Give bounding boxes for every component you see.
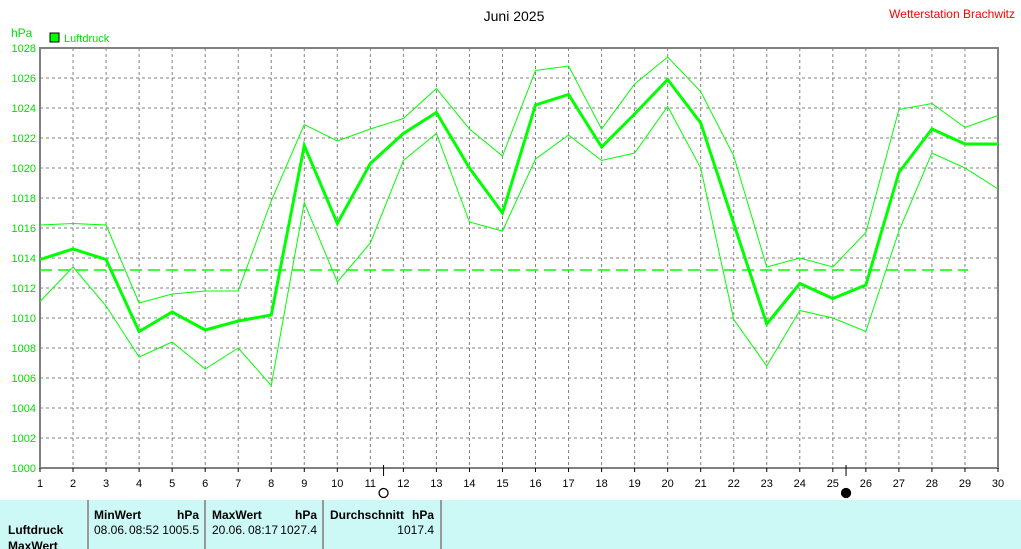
plot-frame: [39, 47, 999, 469]
y-tick-label: 1000: [12, 463, 36, 475]
y-tick-label: 1020: [12, 163, 36, 175]
min-unit: hPa: [176, 508, 199, 522]
max-time: 08:17: [248, 523, 279, 537]
x-tick-label: 15: [496, 478, 508, 490]
row-labels: Luftdruck MaxWert: [0, 500, 89, 549]
x-tick-label: 16: [529, 478, 541, 490]
x-tick-label: 25: [827, 478, 839, 490]
x-tick-label: 3: [103, 478, 109, 490]
x-tick-label: 2: [70, 478, 76, 490]
x-tick-label: 28: [926, 478, 938, 490]
x-tick-label: 6: [202, 478, 208, 490]
x-tick-label: 22: [728, 478, 740, 490]
y-tick-label: 1002: [12, 433, 36, 445]
x-tick-label: 12: [397, 478, 409, 490]
x-tick-label: 19: [628, 478, 640, 490]
legend-swatch: [49, 32, 60, 43]
y-axis-unit: hPa: [11, 26, 33, 40]
min-series-line: [39, 105, 999, 387]
stats-table: Luftdruck MaxWert MinWert hPa 08.06. 08:…: [0, 500, 1021, 549]
x-tick-label: 27: [893, 478, 905, 490]
x-tick-label: 17: [562, 478, 574, 490]
x-tick-label: 11: [365, 478, 376, 490]
row-label-maxwert: MaxWert: [8, 539, 58, 549]
min-column: MinWert hPa 08.06. 08:52 1005.5: [89, 500, 206, 549]
y-tick-label: 1010: [12, 313, 36, 325]
avg-column: Durchschnitt hPa 1017.4: [324, 500, 442, 549]
pressure-chart: Juni 2025 hPa Luftdruck 1000 1002 1004 1006…: [11, 8, 1004, 499]
x-tick-label: 29: [959, 478, 971, 490]
max-series-line: [39, 56, 999, 304]
station-name: Wetterstation Brachwitz: [889, 7, 1015, 21]
mean-series-line: [39, 77, 998, 334]
x-tick-label: 4: [136, 478, 142, 490]
max-date: 20.06.: [212, 523, 246, 537]
legend-label: Luftdruck: [64, 33, 110, 45]
y-tick-label: 1006: [12, 373, 36, 385]
min-date: 08.06.: [94, 523, 128, 537]
max-value: 1027.4: [280, 523, 317, 537]
x-tick-label: 30: [992, 478, 1004, 490]
y-tick-label: 1028: [12, 43, 36, 55]
avg-header: Durchschnitt: [330, 508, 405, 522]
x-tick-label: 13: [430, 478, 442, 490]
x-tick-label: 14: [463, 478, 475, 490]
x-tick-label: 24: [794, 478, 806, 490]
x-tick-label: 23: [761, 478, 773, 490]
x-tick-label: 20: [662, 478, 674, 490]
x-tick-label: 18: [595, 478, 607, 490]
y-tick-label: 1026: [12, 73, 36, 85]
min-time: 08:52: [129, 523, 160, 537]
full-moon-icon: [378, 487, 389, 499]
min-value: 1005.5: [162, 523, 199, 537]
x-tick-label: 7: [235, 478, 241, 490]
y-tick-label: 1014: [12, 253, 36, 265]
x-tick-label: 8: [268, 478, 274, 490]
max-column: MaxWert hPa 20.06. 08:17 1027.4: [206, 500, 324, 549]
avg-value: 1017.4: [397, 523, 434, 537]
y-tick-label: 1018: [12, 193, 36, 205]
y-tick-label: 1016: [12, 223, 36, 235]
min-header: MinWert: [94, 508, 142, 522]
x-tick-label: 26: [860, 478, 872, 490]
y-tick-label: 1024: [12, 103, 36, 115]
y-tick-label: 1004: [12, 403, 36, 415]
avg-unit: hPa: [411, 508, 434, 522]
x-tick-label: 21: [695, 478, 707, 490]
x-tick-label: 9: [301, 478, 307, 490]
y-tick-label: 1022: [12, 133, 36, 145]
y-tick-label: 1012: [12, 283, 36, 295]
x-tick-label: 5: [169, 478, 175, 490]
max-unit: hPa: [294, 508, 317, 522]
max-header: MaxWert: [212, 508, 262, 522]
y-tick-label: 1008: [12, 343, 36, 355]
new-moon-icon: [840, 487, 852, 499]
x-tick-label: 10: [331, 478, 343, 490]
row-label-luftdruck: Luftdruck: [8, 523, 64, 537]
x-tick-label: 1: [37, 478, 43, 490]
chart-title: Juni 2025: [484, 8, 545, 24]
